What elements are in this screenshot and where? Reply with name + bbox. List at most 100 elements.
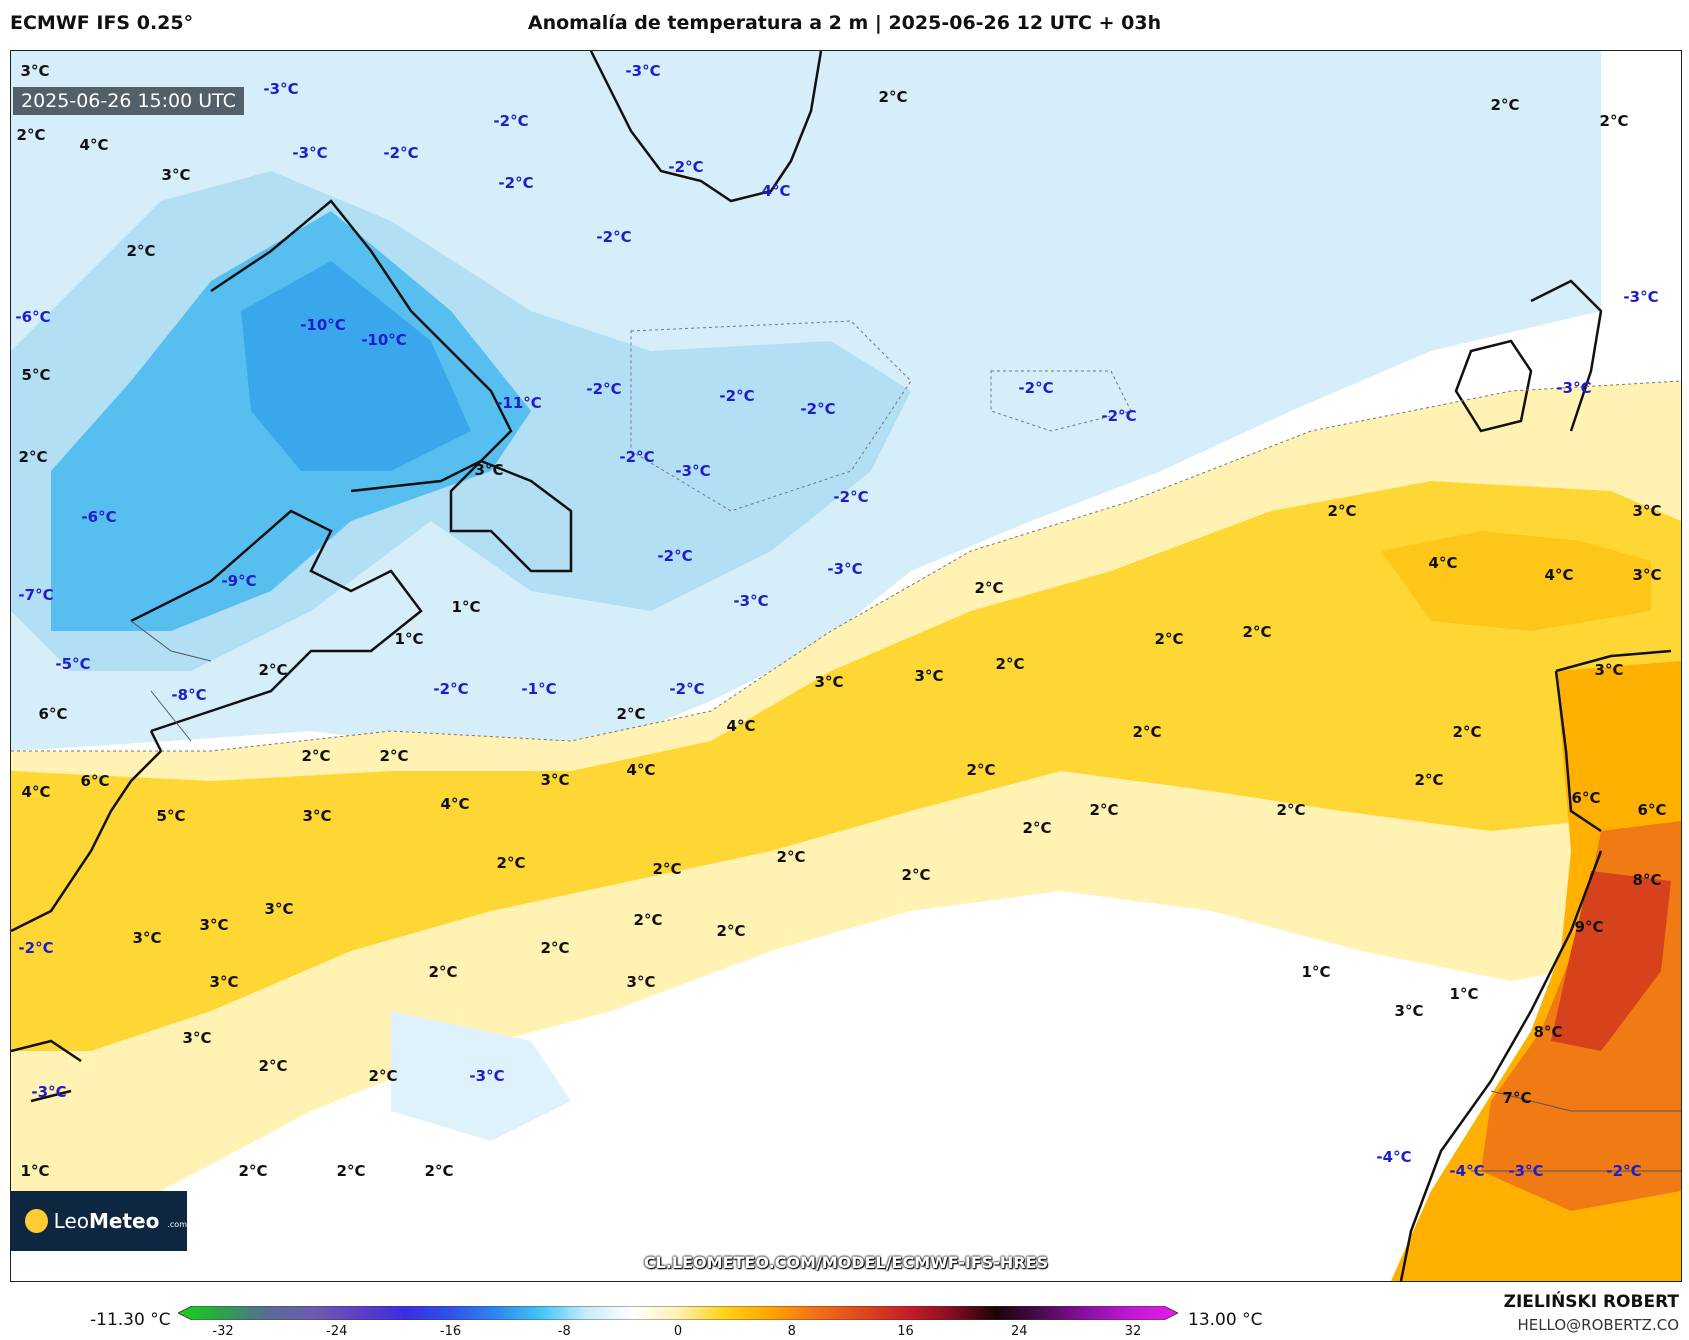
anomaly-label: 2°C [428,963,458,981]
anomaly-label: 4°C [440,795,470,813]
colorbar-tick-label: -8 [557,1324,571,1339]
anomaly-label: -8°C [171,686,207,704]
anomaly-label: 5°C [156,807,186,825]
author-email[interactable]: HELLO@ROBERTZ.CO [1517,1316,1679,1334]
coast-caribbean [11,1039,82,1103]
anomaly-label: 4°C [726,717,756,735]
colorbar-max-label: 13.00 °C [1188,1310,1263,1330]
anomaly-label: 2°C [1490,96,1520,114]
anomaly-label: 3°C [1594,661,1624,679]
anomaly-label: 2°C [258,1057,288,1075]
anomaly-label: 6°C [1571,789,1601,807]
anomaly-label: -2°C [493,112,529,130]
anomaly-label: -3°C [625,62,661,80]
anomaly-label: 2°C [258,661,288,679]
anomaly-label: 2°C [716,922,746,940]
anomaly-label: 2°C [974,579,1004,597]
anomaly-label: 4°C [626,761,656,779]
warm-anomaly-peak [1381,531,1651,631]
anomaly-label: 2°C [1414,771,1444,789]
neutral-patch-south [611,931,1361,1231]
anomaly-label: 2°C [238,1162,268,1180]
anomaly-label: 6°C [80,772,110,790]
anomaly-label: -2°C [498,174,534,192]
anomaly-label: -6°C [81,508,117,526]
anomaly-label: -3°C [292,144,328,162]
anomaly-label: 2°C [336,1162,366,1180]
anomaly-label: -3°C [1508,1162,1544,1180]
anomaly-label: -3°C [675,462,711,480]
anomaly-label: -9°C [221,572,257,590]
colorbar-tick-label: 24 [1010,1324,1028,1339]
anomaly-label: 2°C [1022,819,1052,837]
leometeo-logo[interactable]: LeoMeteo .com [11,1191,187,1251]
anomaly-label: -2°C [18,939,54,957]
map-title: Anomalía de temperatura a 2 m | 2025-06-… [527,12,1162,34]
coast-greenland [589,51,823,203]
anomaly-label: 3°C [132,929,162,947]
anomaly-label: 2°C [1154,630,1184,648]
anomaly-label: 5°C [21,366,51,384]
anomaly-label: 3°C [161,166,191,184]
anomaly-label: -2°C [596,228,632,246]
anomaly-field [11,51,1681,1281]
anomaly-label: 4°C [1544,566,1574,584]
anomaly-label: 3°C [1632,566,1662,584]
borders [130,620,1681,1172]
anomaly-label: -2°C [586,380,622,398]
anomaly-label: -2°C [833,488,869,506]
coast-morocco [1399,850,1603,1281]
anomaly-label: 4°C [79,136,109,154]
anomaly-label: 3°C [199,916,229,934]
anomaly-label: 3°C [264,900,294,918]
anomaly-label: 2°C [379,747,409,765]
coast-britain [1530,279,1603,432]
anomaly-label: -10°C [361,331,407,349]
anomaly-label: 2°C [424,1162,454,1180]
contours [11,320,1681,752]
colorbar-tick-label: -16 [439,1324,462,1339]
anomaly-label: 2°C [878,88,908,106]
coast-ireland [1454,339,1533,433]
anomaly-label: 8°C [1632,871,1662,889]
anomaly-label: 7°C [1502,1089,1532,1107]
anomaly-label: -1°C [521,680,557,698]
valid-time-badge: 2025-06-26 15:00 UTC [13,87,244,115]
neutral-patch-southwest [391,1011,571,1141]
anomaly-label: 1°C [1301,963,1331,981]
anomaly-label: 3°C [914,667,944,685]
anomaly-label: 2°C [1327,502,1357,520]
anomaly-label: -2°C [669,680,705,698]
colorbar [178,1306,1178,1320]
anomaly-label: 3°C [302,807,332,825]
anomaly-label: 2°C [1242,623,1272,641]
anomaly-label: 3°C [20,62,50,80]
temperature-anomaly-map[interactable]: 2025-06-26 15:00 UTC 3°C -3°C -3°C 2°C 4°C -3… [10,50,1682,1282]
colorbar-tick-label: -24 [326,1324,348,1339]
anomaly-label: -3°C [1556,379,1592,397]
anomaly-label: 2°C [1089,801,1119,819]
anomaly-label: -2°C [719,387,755,405]
anomaly-label: 2°C [1276,801,1306,819]
anomaly-label: -11°C [496,394,542,412]
logo-wordmark: LeoMeteo [53,1209,160,1233]
anomaly-label: -7°C [18,586,54,604]
anomaly-label: 3°C [1394,1002,1424,1020]
source-url[interactable]: CL.LEOMETEO.COM/MODEL/ECMWF-IFS-HRES [643,1253,1049,1272]
anomaly-label: -2°C [1606,1162,1642,1180]
anomaly-label: 4°C [1428,554,1458,572]
anomaly-label: -2°C [1018,379,1054,397]
anomaly-label: 2°C [301,747,331,765]
anomaly-label: 2°C [1599,112,1629,130]
anomaly-label: 1°C [1449,985,1479,1003]
colorbar-legend: -11.30 °C -32 -24 -16 -8 0 8 16 24 32 13.00 °C [0,1296,1689,1340]
anomaly-label: 4°C [21,783,51,801]
anomaly-label: 3°C [209,973,239,991]
anomaly-label: 3°C [1632,502,1662,520]
colorbar-tick-label: 16 [897,1324,914,1339]
anomaly-label: 3°C [182,1029,212,1047]
anomaly-label: 2°C [633,911,663,929]
anomaly-label: 2°C [901,866,931,884]
anomaly-label: 4°C [761,182,791,200]
anomaly-label: -2°C [433,680,469,698]
